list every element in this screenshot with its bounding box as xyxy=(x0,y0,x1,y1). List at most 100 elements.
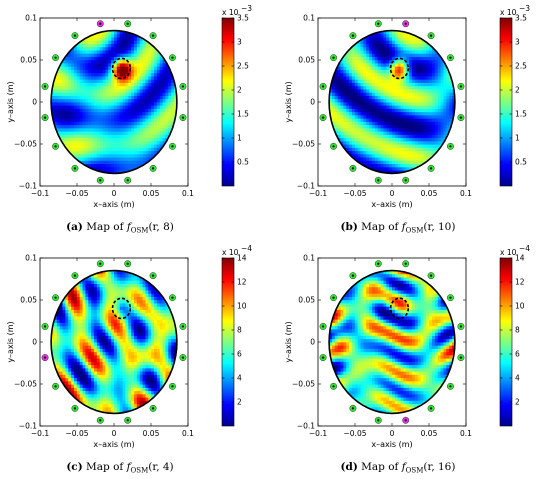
colorbar-tick-label: 8 xyxy=(515,326,520,335)
antenna-center xyxy=(126,22,129,25)
caption-func: f xyxy=(398,221,407,233)
colorbar-tick-label: 1 xyxy=(515,134,520,143)
colorbar-tick-label: 2 xyxy=(515,398,520,407)
antenna-center xyxy=(429,274,433,277)
antenna-center xyxy=(43,116,47,119)
antenna-center xyxy=(54,296,57,299)
antenna-center xyxy=(54,56,57,59)
colorbar-tick-label: 3 xyxy=(515,38,520,47)
antenna-center xyxy=(73,167,77,170)
region-boundary xyxy=(50,29,178,175)
colorbar-exponent: x 10 xyxy=(500,8,517,17)
antenna-center xyxy=(151,274,155,277)
y-tick-label: 0.1 xyxy=(25,14,37,23)
caption-text: Map of xyxy=(83,461,125,473)
antenna-center xyxy=(99,419,102,422)
antenna-center xyxy=(429,34,433,37)
x-tick-label: −0.05 xyxy=(344,189,367,198)
antenna-center xyxy=(43,325,47,328)
x-tick-label: −0.05 xyxy=(344,429,367,438)
antenna-center xyxy=(73,407,77,410)
colorbar-tick-label: 3.5 xyxy=(237,14,249,23)
colorbar-tick-label: 1.5 xyxy=(515,110,527,119)
antenna-center xyxy=(151,34,155,37)
region-boundary xyxy=(328,269,456,415)
subfigure-caption: (d) Map of fOSM(r, 16) xyxy=(341,461,456,475)
colorbar-tick-label: 3 xyxy=(237,38,242,47)
y-tick-label: 0 xyxy=(32,98,37,107)
region-boundary xyxy=(50,269,178,415)
x-tick-label: 0.1 xyxy=(182,189,194,198)
x-tick-label: −0.1 xyxy=(309,189,327,198)
colorbar-tick-label: 2.5 xyxy=(515,62,527,71)
caption-func: f xyxy=(123,461,132,473)
colorbar-exponent-power: −4 xyxy=(241,244,252,253)
caption-args: (r, 10) xyxy=(423,221,455,233)
x-tick-label: 0 xyxy=(390,429,395,438)
colorbar-tick-label: 4 xyxy=(515,374,520,383)
x-axis-label: x–axis (m) xyxy=(371,200,412,209)
antenna-center xyxy=(449,145,452,148)
subfigure-caption: (c) Map of fOSM(r, 4) xyxy=(66,461,173,475)
y-tick-label: −0.1 xyxy=(19,182,37,191)
y-tick-label: 0.05 xyxy=(20,296,37,305)
colorbar-tick-label: 6 xyxy=(237,350,242,359)
colorbar-exponent-power: −3 xyxy=(519,4,530,13)
x-tick-label: −0.1 xyxy=(309,429,327,438)
panel-c: −0.1 −0.05 0 0.05 0.1 0.1 0.05 0 −0.05 −0.1 x–axis… xyxy=(6,244,252,475)
antenna-center xyxy=(99,179,102,182)
colorbar-exponent: x 10 xyxy=(500,248,517,257)
antenna-center xyxy=(332,385,335,388)
colorbar-tick-label: 4 xyxy=(237,374,242,383)
x-tick-label: 0.1 xyxy=(460,189,472,198)
colorbar-tick-label: 12 xyxy=(237,278,247,287)
antenna-center xyxy=(449,56,452,59)
antenna-center xyxy=(73,34,77,37)
y-tick-label: −0.1 xyxy=(19,422,37,431)
x-tick-label: 0 xyxy=(112,429,117,438)
antenna-center xyxy=(429,167,433,170)
x-tick-label: 0 xyxy=(112,189,117,198)
antenna-center xyxy=(54,385,57,388)
y-axis-label: y–axis (m) xyxy=(284,81,293,122)
antenna-center xyxy=(171,56,174,59)
caption-func: f xyxy=(124,221,133,233)
colorbar xyxy=(221,17,235,187)
antenna-center xyxy=(404,179,407,182)
caption-tag: (c) xyxy=(66,461,82,473)
y-axis-label: y–axis (m) xyxy=(284,321,293,362)
antenna-center xyxy=(126,419,129,422)
y-tick-label: 0.1 xyxy=(303,254,315,263)
colorbar xyxy=(499,17,513,187)
target-outline xyxy=(111,57,132,80)
x-tick-label: −0.05 xyxy=(66,189,89,198)
panel-d: −0.1 −0.05 0 0.05 0.1 0.1 0.05 0 −0.05 −0.1 x–axis… xyxy=(284,244,530,475)
x-tick-label: 0.05 xyxy=(143,189,160,198)
antenna-center xyxy=(351,407,355,410)
heatmap xyxy=(51,270,177,414)
region-boundary xyxy=(328,29,456,175)
antenna-center xyxy=(126,262,129,265)
colorbar-tick-label: 2 xyxy=(237,398,242,407)
target-outline xyxy=(389,57,410,80)
antenna-center xyxy=(171,385,174,388)
x-tick-label: −0.05 xyxy=(66,429,89,438)
antenna-center xyxy=(171,145,174,148)
y-tick-label: 0.05 xyxy=(298,56,315,65)
y-tick-label: −0.05 xyxy=(14,140,37,149)
colorbar-tick-label: 14 xyxy=(515,254,525,263)
caption-sub: OSM xyxy=(131,227,149,235)
antenna-center xyxy=(181,85,185,88)
caption-text: Map of xyxy=(358,221,400,233)
antenna-center xyxy=(459,356,463,359)
subfigure-caption: (a) Map of fOSM(r, 8) xyxy=(66,221,174,235)
antenna-center xyxy=(429,407,433,410)
x-tick-label: 0.1 xyxy=(460,429,472,438)
antenna-center xyxy=(332,296,335,299)
caption-sub: OSM xyxy=(131,467,149,475)
x-tick-label: −0.1 xyxy=(31,189,49,198)
antenna-center xyxy=(377,179,380,182)
y-tick-label: 0 xyxy=(32,338,37,347)
colorbar-tick-label: 0.5 xyxy=(515,158,527,167)
x-tick-label: 0 xyxy=(390,189,395,198)
